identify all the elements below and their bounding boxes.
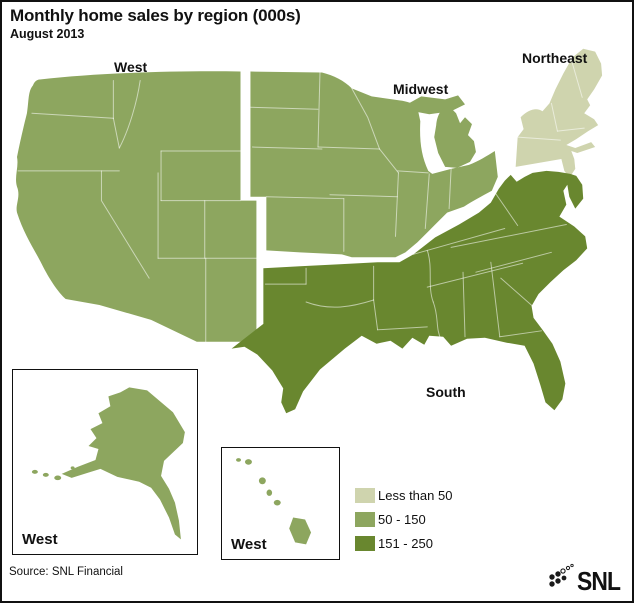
region-south-shape bbox=[231, 170, 588, 414]
legend-row: 151 - 250 bbox=[355, 535, 452, 551]
page-subtitle: August 2013 bbox=[10, 27, 85, 41]
region-northeast-shape bbox=[515, 48, 603, 178]
region-west-shape bbox=[16, 71, 257, 342]
region-label-northeast: Northeast bbox=[522, 50, 588, 66]
source-note: Source: SNL Financial bbox=[9, 566, 123, 578]
state-borders-midwest bbox=[249, 72, 452, 252]
legend-label: Less than 50 bbox=[378, 487, 453, 503]
region-label-south: South bbox=[426, 384, 466, 400]
region-label-midwest: Midwest bbox=[393, 81, 449, 97]
legend-label: 151 - 250 bbox=[378, 535, 433, 551]
snl-logo-text: SNL bbox=[577, 566, 621, 596]
snl-logo-dots-icon bbox=[549, 563, 574, 587]
snl-logo: SNL bbox=[546, 562, 626, 594]
state-borders-northeast bbox=[517, 59, 585, 141]
legend-row: 50 - 150 bbox=[355, 511, 452, 527]
alaska-inset-box: West bbox=[12, 369, 198, 555]
alaska-shape bbox=[31, 387, 185, 540]
alaska-inset-label: West bbox=[22, 531, 58, 548]
region-label-west: West bbox=[114, 59, 148, 75]
legend-swatch-light bbox=[355, 487, 375, 503]
legend: Less than 50 50 - 150 151 - 250 bbox=[355, 487, 452, 559]
state-borders-south bbox=[264, 193, 567, 341]
legend-swatch-medium bbox=[355, 511, 375, 527]
region-midwest-shape bbox=[250, 71, 498, 258]
hawaii-inset-box: West bbox=[221, 447, 340, 560]
legend-label: 50 - 150 bbox=[378, 511, 426, 527]
legend-swatch-dark bbox=[355, 535, 375, 551]
hawaii-islands-shape bbox=[236, 458, 312, 545]
legend-row: Less than 50 bbox=[355, 487, 452, 503]
state-borders-west bbox=[17, 79, 257, 343]
page-title: Monthly home sales by region (000s) bbox=[10, 6, 301, 25]
michigan-mitten-shape bbox=[434, 106, 476, 168]
michigan-upper-peninsula-shape bbox=[405, 95, 466, 115]
hawaii-inset-label: West bbox=[231, 536, 267, 553]
